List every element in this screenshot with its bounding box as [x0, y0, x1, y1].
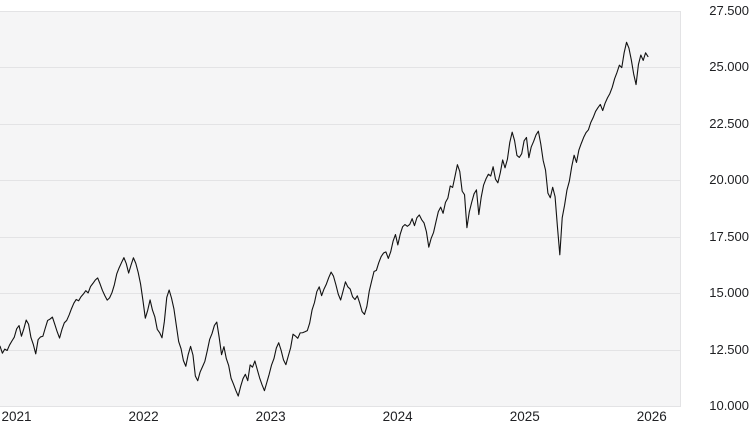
x-tick-label: 2025 [509, 409, 540, 424]
y-tick-label: 17.500 [709, 228, 749, 244]
y-tick-label: 20.000 [709, 172, 749, 188]
y-tick-label: 25.000 [709, 59, 749, 75]
y-tick-label: 22.500 [709, 115, 749, 131]
x-axis-labels: 2021 2022 2023 2024 2025 2026 [0, 406, 753, 430]
x-tick-label: 2026 [636, 409, 667, 424]
y-tick-label: 15.000 [709, 285, 749, 301]
price-line-plot [0, 11, 681, 407]
chart-plot-area[interactable] [0, 11, 681, 407]
y-tick-label: 12.500 [709, 341, 749, 357]
y-tick-label: 10.000 [709, 398, 749, 413]
x-tick-label: 2022 [128, 409, 159, 424]
x-tick-label: 2021 [1, 409, 32, 424]
y-axis-labels: 27.500 25.000 22.500 20.000 17.500 15.000 12.5… [681, 0, 753, 430]
x-tick-label: 2023 [255, 409, 286, 424]
x-tick-label: 2024 [382, 409, 413, 424]
y-tick-label: 27.500 [709, 3, 749, 18]
